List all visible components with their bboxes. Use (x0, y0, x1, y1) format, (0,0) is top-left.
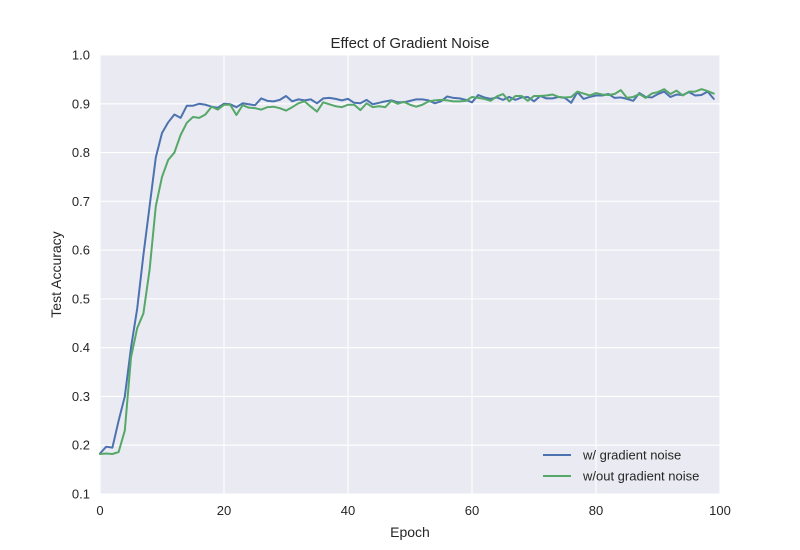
x-tick-label: 0 (96, 503, 103, 518)
series-line-2 (99, 88, 715, 455)
x-tick-label: 20 (217, 503, 231, 518)
legend: w/ gradient noise w/out gradient noise (543, 448, 699, 484)
x-tick-label: 40 (341, 503, 355, 518)
x-tick-label: 60 (465, 503, 479, 518)
x-tick-label: 80 (589, 503, 603, 518)
y-tick-label: 0.4 (72, 340, 90, 355)
plot-background (100, 55, 720, 494)
x-tick-labels: 0 20 40 60 80 100 (96, 503, 730, 518)
legend-label: w/ gradient noise (582, 448, 681, 463)
y-tick-label: 0.3 (72, 389, 90, 404)
y-tick-label: 0.1 (72, 487, 90, 502)
legend-label: w/out gradient noise (582, 469, 699, 484)
series-layer (99, 88, 715, 455)
grid-lines (99, 54, 721, 495)
series-line-1 (99, 90, 715, 455)
chart-title: Effect of Gradient Noise (331, 35, 490, 52)
y-tick-label: 1.0 (72, 48, 90, 63)
x-axis-label: Epoch (390, 524, 430, 540)
y-tick-label: 0.6 (72, 243, 90, 258)
y-tick-label: 0.2 (72, 438, 90, 453)
y-tick-label: 0.5 (72, 291, 90, 306)
y-axis-label: Test Accuracy (48, 231, 64, 317)
y-tick-label: 0.8 (72, 145, 90, 160)
y-tick-label: 0.7 (72, 194, 90, 209)
x-tick-label: 100 (709, 503, 731, 518)
y-tick-labels: 0.1 0.2 0.3 0.4 0.5 0.6 0.7 0.8 0.9 1.0 (72, 48, 90, 502)
y-tick-label: 0.9 (72, 96, 90, 111)
